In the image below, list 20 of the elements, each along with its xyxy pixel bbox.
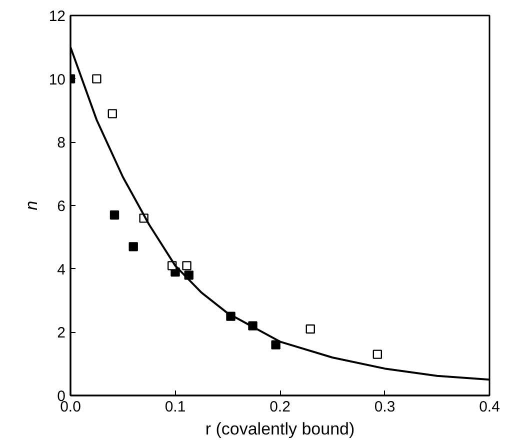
y-tick-label: 10 xyxy=(48,71,66,88)
x-tick-label: 0.2 xyxy=(270,398,290,416)
point xyxy=(271,340,280,350)
y-tick-label: 2 xyxy=(57,324,66,342)
point xyxy=(128,242,138,252)
y-tick-label: 4 xyxy=(57,261,66,278)
point xyxy=(110,210,120,220)
y-tick-label: 8 xyxy=(57,134,66,152)
x-tick-label: 0.4 xyxy=(479,398,500,416)
point xyxy=(92,74,102,84)
x-axis-title: r (covalently bound) xyxy=(205,420,355,438)
y-axis-title: n xyxy=(22,200,41,210)
point xyxy=(372,350,382,359)
y-tick-label: 12 xyxy=(48,8,66,25)
x-tick-label: 0.3 xyxy=(374,398,396,416)
x-tick-label: 0.1 xyxy=(164,398,186,416)
point xyxy=(108,109,117,118)
point xyxy=(306,324,315,334)
point xyxy=(182,261,192,270)
y-tick-label: 6 xyxy=(57,198,66,215)
